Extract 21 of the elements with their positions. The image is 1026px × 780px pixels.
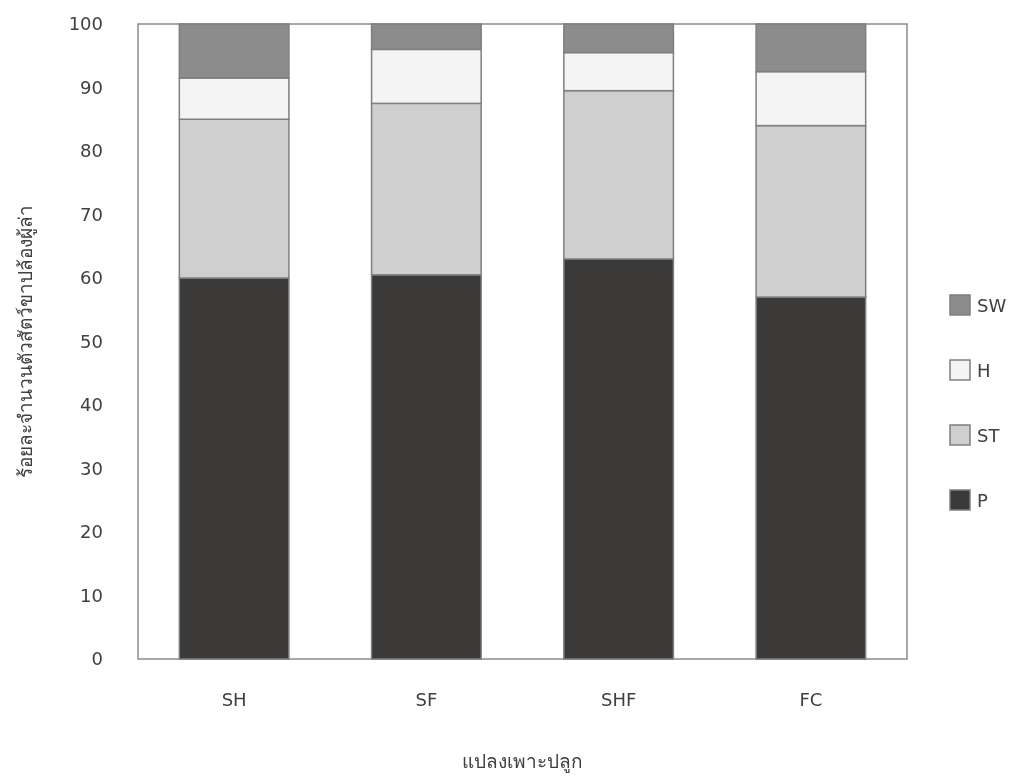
y-tick-label: 80 <box>80 140 103 161</box>
x-tick-label: SH <box>221 689 247 710</box>
x-tick-label: FC <box>799 689 823 710</box>
y-tick-label: 50 <box>80 330 103 352</box>
legend-label: H <box>977 360 991 381</box>
y-tick-label: 60 <box>80 267 103 288</box>
y-axis-title: ร้อยละจำนวนตัวสัตว์ขาปล้องผู้ล่า <box>14 205 37 478</box>
y-tick-label: 30 <box>80 457 103 479</box>
y-tick-label: 20 <box>80 521 103 542</box>
legend-label: P <box>977 490 988 511</box>
legend-label: SW <box>977 295 1007 316</box>
legend-label: ST <box>977 425 1001 446</box>
x-tick-label: SHF <box>600 689 637 710</box>
y-tick-label: 100 <box>68 13 103 34</box>
y-tick-label: 70 <box>80 203 103 225</box>
y-tick-label: 90 <box>80 76 103 98</box>
x-axis-title: แปลงเพาะปลูก <box>462 750 583 773</box>
x-tick-label: SF <box>415 689 438 710</box>
y-tick-label: 10 <box>80 584 103 606</box>
y-tick-label: 0 <box>91 648 103 669</box>
y-tick-label: 40 <box>80 394 103 415</box>
